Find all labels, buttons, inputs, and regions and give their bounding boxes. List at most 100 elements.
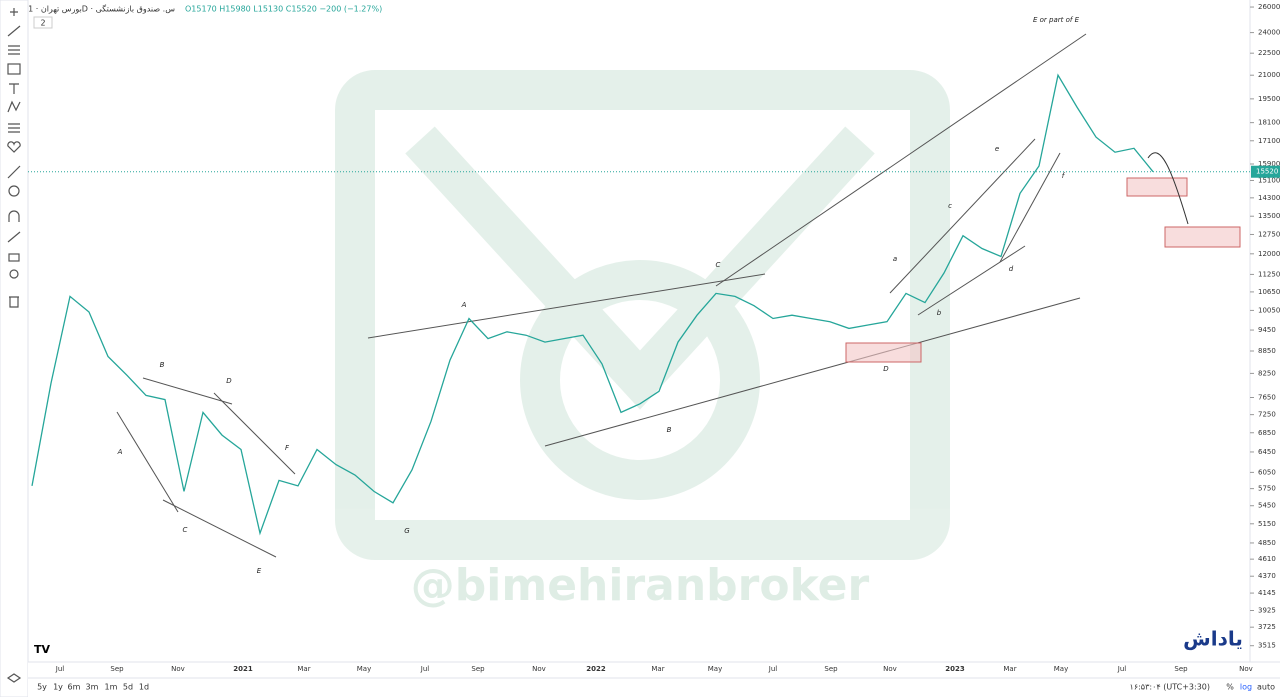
price-tick-label: 5150 xyxy=(1258,520,1276,528)
range-button[interactable]: 1m xyxy=(105,683,118,692)
price-tick-label: 8850 xyxy=(1258,347,1276,355)
time-label: Sep xyxy=(110,665,124,673)
wave-label: a xyxy=(893,255,897,263)
wave-label: B xyxy=(667,426,672,434)
wave-label: D xyxy=(883,365,889,373)
time-label: May xyxy=(1054,665,1068,673)
price-tick-label: 10050 xyxy=(1258,306,1280,314)
axis-option[interactable]: auto xyxy=(1257,683,1275,692)
price-tick-label: 19500 xyxy=(1258,95,1280,103)
watermark: @bimehiranbroker xyxy=(411,560,870,611)
price-tick-label: 7250 xyxy=(1258,411,1276,419)
time-label: Jul xyxy=(55,665,65,673)
ohlc: O15170 H15980 L15130 C15520 −200 (−1.27%… xyxy=(185,5,382,14)
price-tick-label: 6450 xyxy=(1258,448,1276,456)
time-label: Mar xyxy=(1003,665,1016,673)
price-tick-label: 5450 xyxy=(1258,502,1276,510)
wave-label: F xyxy=(285,444,290,452)
price-tick-label: 4145 xyxy=(1258,589,1276,597)
last-price-box xyxy=(1251,165,1280,178)
wave-label: d xyxy=(1009,265,1014,273)
price-tick-label: 14300 xyxy=(1258,194,1280,202)
range-button[interactable]: 1d xyxy=(139,683,149,692)
time-label: Nov xyxy=(171,665,185,673)
price-tick-label: 7650 xyxy=(1258,394,1276,402)
clock: ۱۶:۵۳:۰۴ (UTC+3:30) xyxy=(1130,683,1210,692)
time-label: 2022 xyxy=(586,665,606,673)
price-tick-label: 3515 xyxy=(1258,642,1276,650)
time-label: Sep xyxy=(471,665,485,673)
price-tick-label: 8250 xyxy=(1258,369,1276,377)
wave-label: c xyxy=(948,202,952,210)
price-line xyxy=(31,73,1154,536)
time-label: Mar xyxy=(297,665,310,673)
axis-option[interactable]: % xyxy=(1226,683,1234,692)
time-label: 2021 xyxy=(233,665,253,673)
time-label: Jul xyxy=(420,665,430,673)
time-label: Mar xyxy=(651,665,664,673)
price-tick-label: 17100 xyxy=(1258,137,1280,145)
price-tick-label: 26000 xyxy=(1258,3,1280,11)
price-tick-label: 6850 xyxy=(1258,429,1276,437)
time-label: Sep xyxy=(824,665,838,673)
time-label: Jul xyxy=(768,665,778,673)
price-tick-label: 13500 xyxy=(1258,212,1280,220)
price-tick-label: 11250 xyxy=(1258,270,1280,278)
price-tick-label: 21000 xyxy=(1258,71,1280,79)
time-label: Nov xyxy=(532,665,546,673)
price-tick-label: 24000 xyxy=(1258,29,1280,37)
watermark-logo xyxy=(335,70,950,560)
time-label: Sep xyxy=(1174,665,1188,673)
range-button[interactable]: 6m xyxy=(68,683,81,692)
price-tick-label: 6050 xyxy=(1258,468,1276,476)
price-tick-label: 15900 xyxy=(1258,160,1280,168)
drawings xyxy=(116,33,1241,558)
tool-icons xyxy=(6,8,22,683)
range-button[interactable]: 5y xyxy=(37,683,47,692)
wave-label: C xyxy=(183,526,188,534)
price-tick-label: 10650 xyxy=(1258,288,1280,296)
svg-text:TV: TV xyxy=(34,643,51,656)
range-button[interactable]: 1y xyxy=(53,683,63,692)
wave-label: D xyxy=(226,377,232,385)
time-label: May xyxy=(357,665,371,673)
price-tick-label: 4610 xyxy=(1258,555,1276,563)
range-button[interactable]: 3m xyxy=(86,683,99,692)
price-tick-label: 4370 xyxy=(1258,572,1276,580)
badge[interactable]: 2 xyxy=(40,19,45,28)
toolbar xyxy=(0,0,29,697)
price-tick-label: 3725 xyxy=(1258,623,1276,631)
wave-label: b xyxy=(937,309,942,317)
price-tick-label: 3925 xyxy=(1258,606,1276,614)
badge-box[interactable] xyxy=(33,16,53,29)
symbol: بورس تهران · 1D · س. صندوق بازنشستگی xyxy=(28,4,175,14)
price-tick-label: 15100 xyxy=(1258,176,1280,184)
price-tick-label: 12750 xyxy=(1258,230,1280,238)
price-axis xyxy=(1250,0,1280,662)
time-label: Jul xyxy=(1117,665,1127,673)
time-label: Nov xyxy=(1239,665,1253,673)
price-tick-label: 22500 xyxy=(1258,49,1280,57)
axis-option[interactable]: log xyxy=(1240,683,1252,692)
wave-label: e xyxy=(995,145,999,153)
wave-label: f xyxy=(1062,172,1066,180)
logo: یاداش xyxy=(1183,627,1243,651)
price-tick-label: 9450 xyxy=(1258,326,1276,334)
time-label: May xyxy=(708,665,722,673)
wave-label: G xyxy=(404,527,410,535)
wave-label: C xyxy=(716,261,721,269)
wave-label: E or part of E xyxy=(1033,16,1080,24)
wave-label: A xyxy=(461,301,467,309)
time-label: 2023 xyxy=(945,665,965,673)
price-tick-label: 5750 xyxy=(1258,485,1276,493)
time-label: Nov xyxy=(883,665,897,673)
price-tick-label: 4850 xyxy=(1258,539,1276,547)
range-button[interactable]: 5d xyxy=(123,683,133,692)
wave-label: A xyxy=(117,448,123,456)
wave-label: B xyxy=(160,361,165,369)
last-price-label: 15520 xyxy=(1256,168,1278,176)
price-tick-label: 18100 xyxy=(1258,119,1280,127)
price-tick-label: 12000 xyxy=(1258,250,1280,258)
